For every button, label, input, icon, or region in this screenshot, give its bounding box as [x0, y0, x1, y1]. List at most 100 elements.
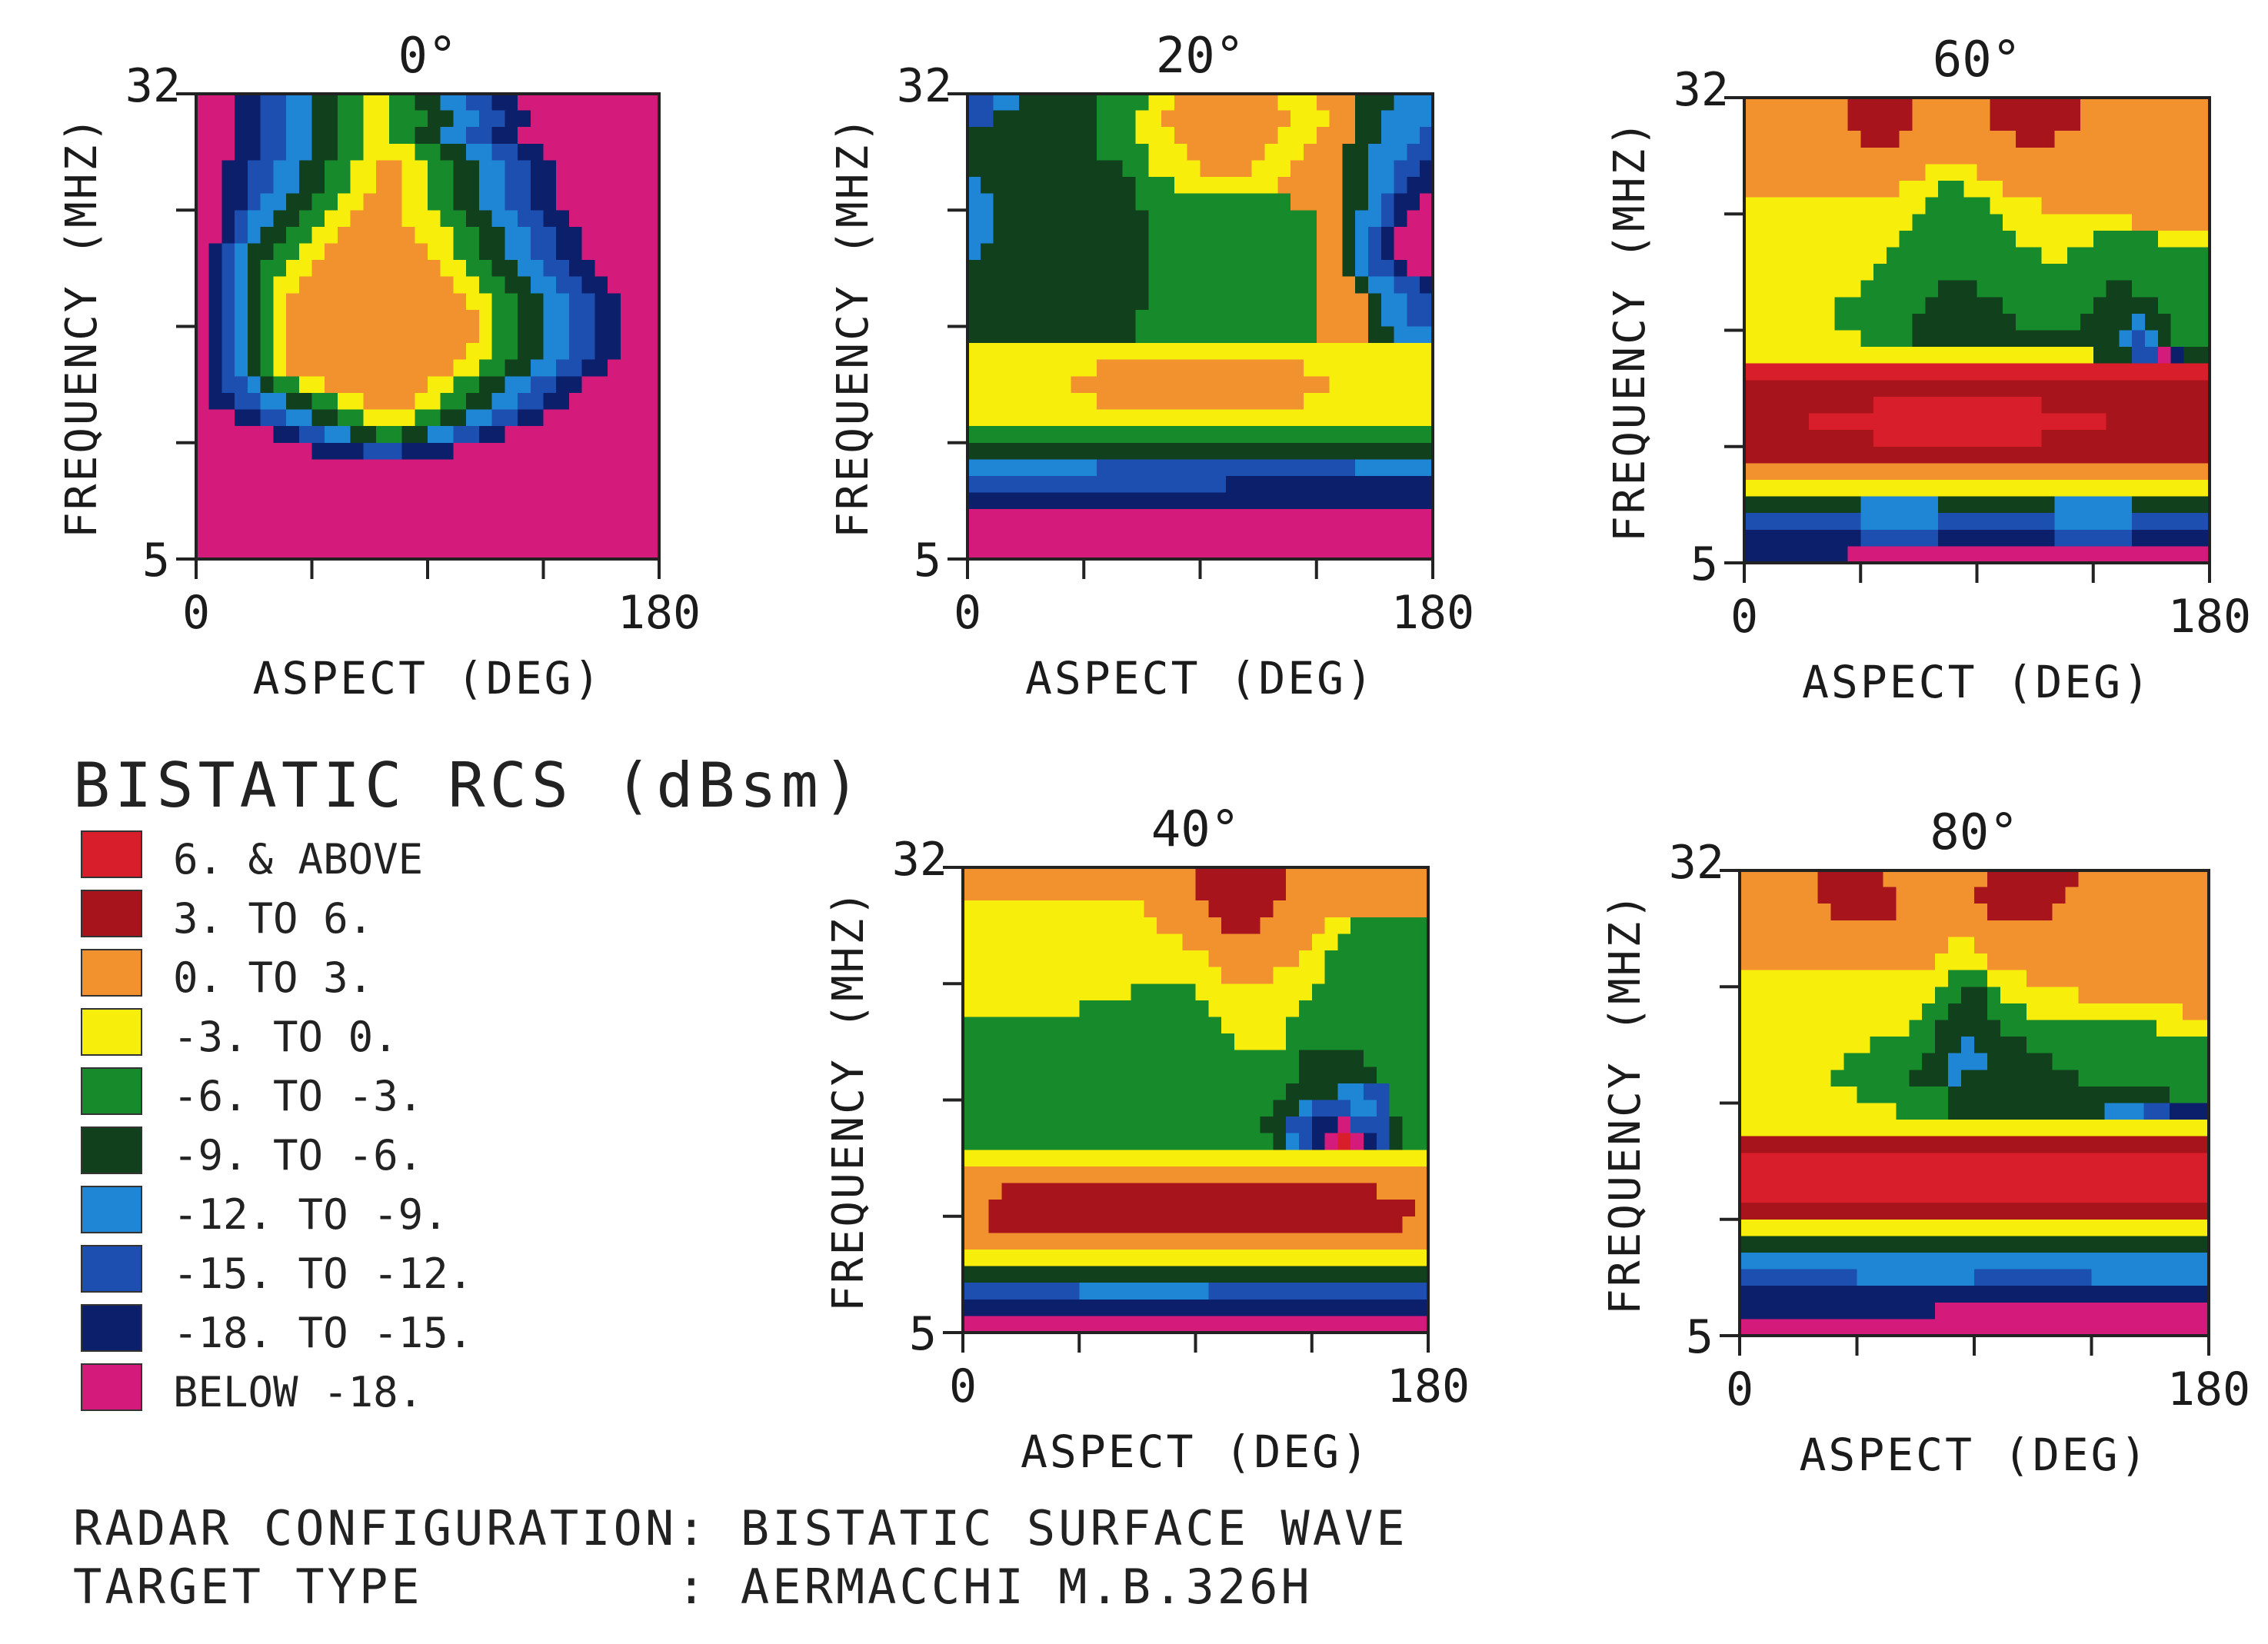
heatmap-cell — [1896, 1153, 1910, 1170]
heatmap-cell — [1027, 1050, 1041, 1067]
heatmap-cell — [1420, 276, 1434, 294]
heatmap-cell — [2143, 1053, 2157, 1070]
heatmap-cell — [1109, 326, 1124, 344]
heatmap-cell — [1092, 1183, 1106, 1200]
heatmap-cell — [478, 326, 493, 344]
heatmap-cell — [1291, 426, 1304, 444]
heatmap-cell — [478, 309, 493, 328]
heatmap-cell — [221, 409, 235, 427]
heatmap-cell — [1324, 1083, 1338, 1101]
heatmap-cell — [1783, 98, 1797, 115]
heatmap-cell — [518, 177, 531, 195]
heatmap-cell — [1053, 900, 1067, 918]
heatmap-cell — [2039, 887, 2053, 904]
heatmap-cell — [1291, 359, 1304, 377]
heatmap-cell — [1226, 509, 1240, 527]
heatmap-cell — [337, 442, 351, 460]
heatmap-cell — [2078, 1252, 2093, 1270]
heatmap-cell — [2067, 446, 2081, 464]
heatmap-cell — [1316, 343, 1330, 361]
heatmap-cell — [2013, 1020, 2027, 1037]
heatmap-cell — [1977, 330, 1990, 348]
heatmap-cell — [1337, 917, 1351, 935]
heatmap-cell — [988, 983, 1003, 1001]
heatmap-cell — [1847, 98, 1861, 115]
heatmap-cell — [235, 127, 248, 145]
heatmap-cell — [2028, 131, 2043, 148]
heatmap-cell — [1355, 276, 1369, 294]
heatmap-cell — [478, 226, 493, 245]
heatmap-cell — [1886, 513, 1900, 531]
heatmap-cell — [1169, 983, 1184, 1001]
heatmap-cell — [1286, 1050, 1300, 1067]
heatmap-cell — [1006, 293, 1020, 311]
heatmap-cell — [2039, 1136, 2053, 1153]
heatmap-cell — [1925, 413, 1939, 431]
heatmap-cell — [1071, 193, 1084, 211]
heatmap-cell — [2065, 904, 2080, 921]
heatmap-cell — [1415, 1299, 1429, 1316]
heatmap-cell — [1977, 197, 1990, 215]
heatmap-cell — [543, 143, 557, 161]
heatmap-cell — [1174, 426, 1188, 444]
heatmap-cell — [1402, 933, 1416, 951]
heatmap-cell — [1200, 243, 1214, 261]
heatmap-cell — [1886, 147, 1900, 165]
heatmap-cell — [2196, 1136, 2210, 1153]
heatmap-cell — [2052, 1252, 2067, 1270]
heatmap-cell — [2170, 1103, 2183, 1120]
heatmap-cell — [401, 442, 415, 460]
heatmap-cell — [1407, 276, 1420, 294]
heatmap-cell — [1909, 1003, 1923, 1021]
heatmap-cell — [1974, 1236, 1988, 1253]
heatmap-cell — [1234, 1133, 1248, 1150]
panel-title: 20° — [1156, 28, 1245, 85]
heatmap-cell — [325, 110, 338, 128]
heatmap-cell — [2156, 1252, 2170, 1270]
heatmap-cell — [2183, 1037, 2196, 1054]
heatmap-cell — [1251, 525, 1266, 543]
heatmap-cell — [1420, 542, 1434, 560]
heatmap-cell — [2078, 1020, 2093, 1037]
heatmap-cell — [2028, 380, 2043, 398]
heatmap-cell — [1182, 1283, 1197, 1300]
heatmap-cell — [1329, 359, 1343, 377]
heatmap-cell — [1264, 326, 1278, 344]
heatmap-cell — [963, 1299, 977, 1316]
heatmap-cell — [988, 884, 1003, 901]
heatmap-cell — [2132, 513, 2146, 531]
heatmap-cell — [1350, 1067, 1364, 1084]
heatmap-cell — [2196, 1169, 2210, 1187]
heatmap-cell — [1821, 147, 1836, 165]
heatmap-cell — [1135, 94, 1149, 111]
heatmap-cell — [1977, 413, 1990, 431]
heatmap-cell — [2132, 197, 2146, 215]
heatmap-cell — [1066, 1083, 1080, 1101]
heatmap-cell — [1148, 376, 1162, 394]
heatmap-cell — [1963, 114, 1978, 131]
heatmap-cell — [2106, 147, 2120, 165]
heatmap-cell — [388, 459, 403, 477]
heatmap-cell — [1109, 459, 1124, 477]
heatmap-cell — [1857, 1236, 1871, 1253]
heatmap-cell — [1950, 181, 1965, 198]
heatmap-cell — [388, 326, 403, 344]
heatmap-cell — [1804, 904, 1819, 921]
heatmap-cell — [2052, 1219, 2067, 1236]
heatmap-cell — [1740, 1136, 1753, 1153]
heatmap-cell — [1870, 920, 1883, 938]
heatmap-cell — [1019, 243, 1033, 261]
heatmap-cell — [1277, 260, 1291, 278]
heatmap-cell — [2183, 970, 2196, 987]
heatmap-cell — [1092, 933, 1106, 951]
heatmap-cell — [1298, 1249, 1313, 1267]
heatmap-cell — [1040, 1166, 1054, 1184]
heatmap-cell — [1187, 94, 1201, 111]
heatmap-cell — [1935, 1219, 1949, 1236]
heatmap-cell — [1342, 226, 1356, 245]
heatmap-cell — [975, 1050, 990, 1067]
heatmap-cell — [2183, 164, 2197, 181]
heatmap-cell — [1961, 1153, 1975, 1170]
heatmap-cell — [1311, 967, 1326, 984]
heatmap-cell — [376, 426, 390, 444]
